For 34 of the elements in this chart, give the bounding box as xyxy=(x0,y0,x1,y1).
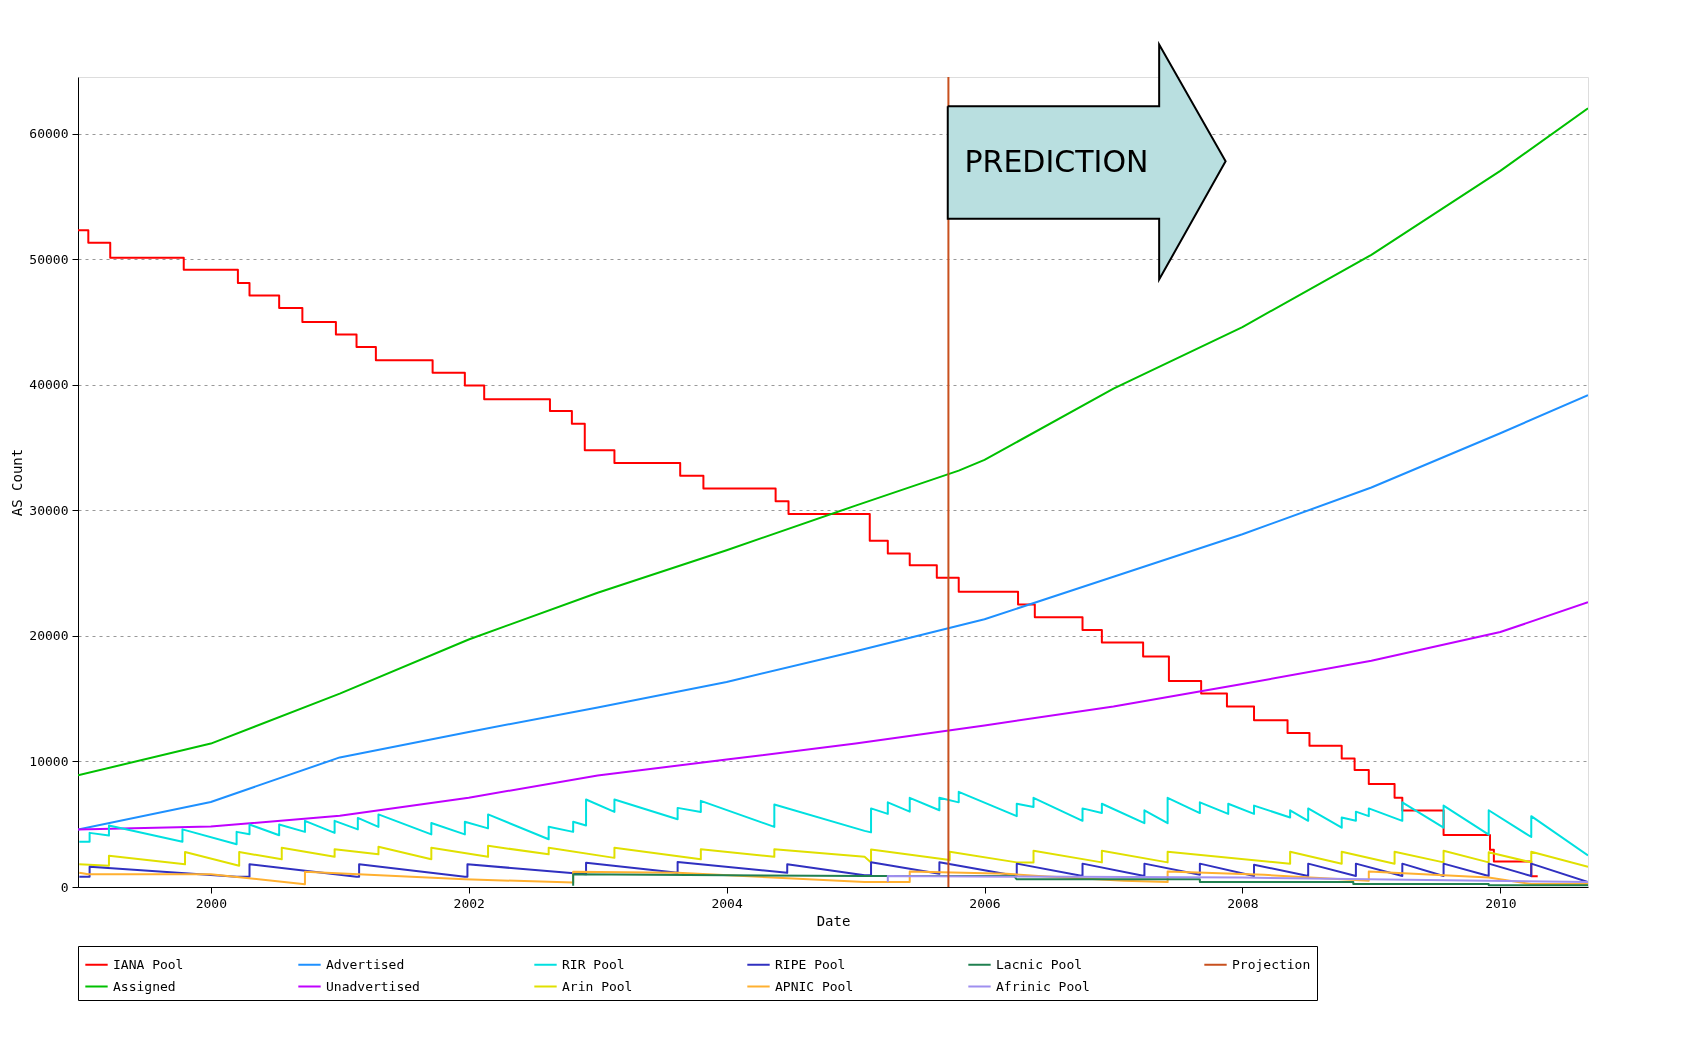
line-series xyxy=(78,844,1588,868)
y-tick-label: 10000 xyxy=(29,753,69,769)
line-series xyxy=(572,873,1588,887)
annotation: PREDICTION xyxy=(964,143,1149,179)
line-series xyxy=(78,860,1588,884)
line-series xyxy=(78,790,1588,857)
x-tick-label: 2008 xyxy=(1227,895,1259,911)
line-series xyxy=(78,107,1588,777)
y-tick-label: 30000 xyxy=(29,502,69,518)
y-tick-label: 0 xyxy=(60,879,69,895)
x-tick-label: 2010 xyxy=(1485,895,1517,911)
y-tick-label: 40000 xyxy=(29,377,69,393)
y-tick-label: 60000 xyxy=(29,126,69,142)
legend-label: Unadvertised xyxy=(326,978,420,994)
y-tick-label: 50000 xyxy=(29,251,69,267)
legend-label: RIPE Pool xyxy=(775,956,846,972)
legend-label: APNIC Pool xyxy=(775,978,854,994)
line-series xyxy=(78,601,1588,831)
legend-label: Arin Pool xyxy=(562,978,633,994)
legend-label: Assigned xyxy=(113,978,176,994)
x-tick-label: 2006 xyxy=(969,895,1001,911)
x-tick-label: 2002 xyxy=(453,895,485,911)
y-axis-title: AS Count xyxy=(9,448,26,517)
legend-label: Projection xyxy=(1232,956,1311,972)
legend-label: IANA Pool xyxy=(113,956,184,972)
legend-label: Lacnic Pool xyxy=(996,956,1083,972)
line-series xyxy=(78,394,1588,831)
y-tick-label: 20000 xyxy=(29,628,69,644)
legend-label: RIR Pool xyxy=(562,956,625,972)
legend-label: Advertised xyxy=(326,956,405,972)
x-tick-label: 2004 xyxy=(711,895,743,911)
legend-label: Afrinic Pool xyxy=(996,978,1090,994)
x-axis-title: Date xyxy=(816,912,851,929)
x-tick-label: 2000 xyxy=(195,895,227,911)
